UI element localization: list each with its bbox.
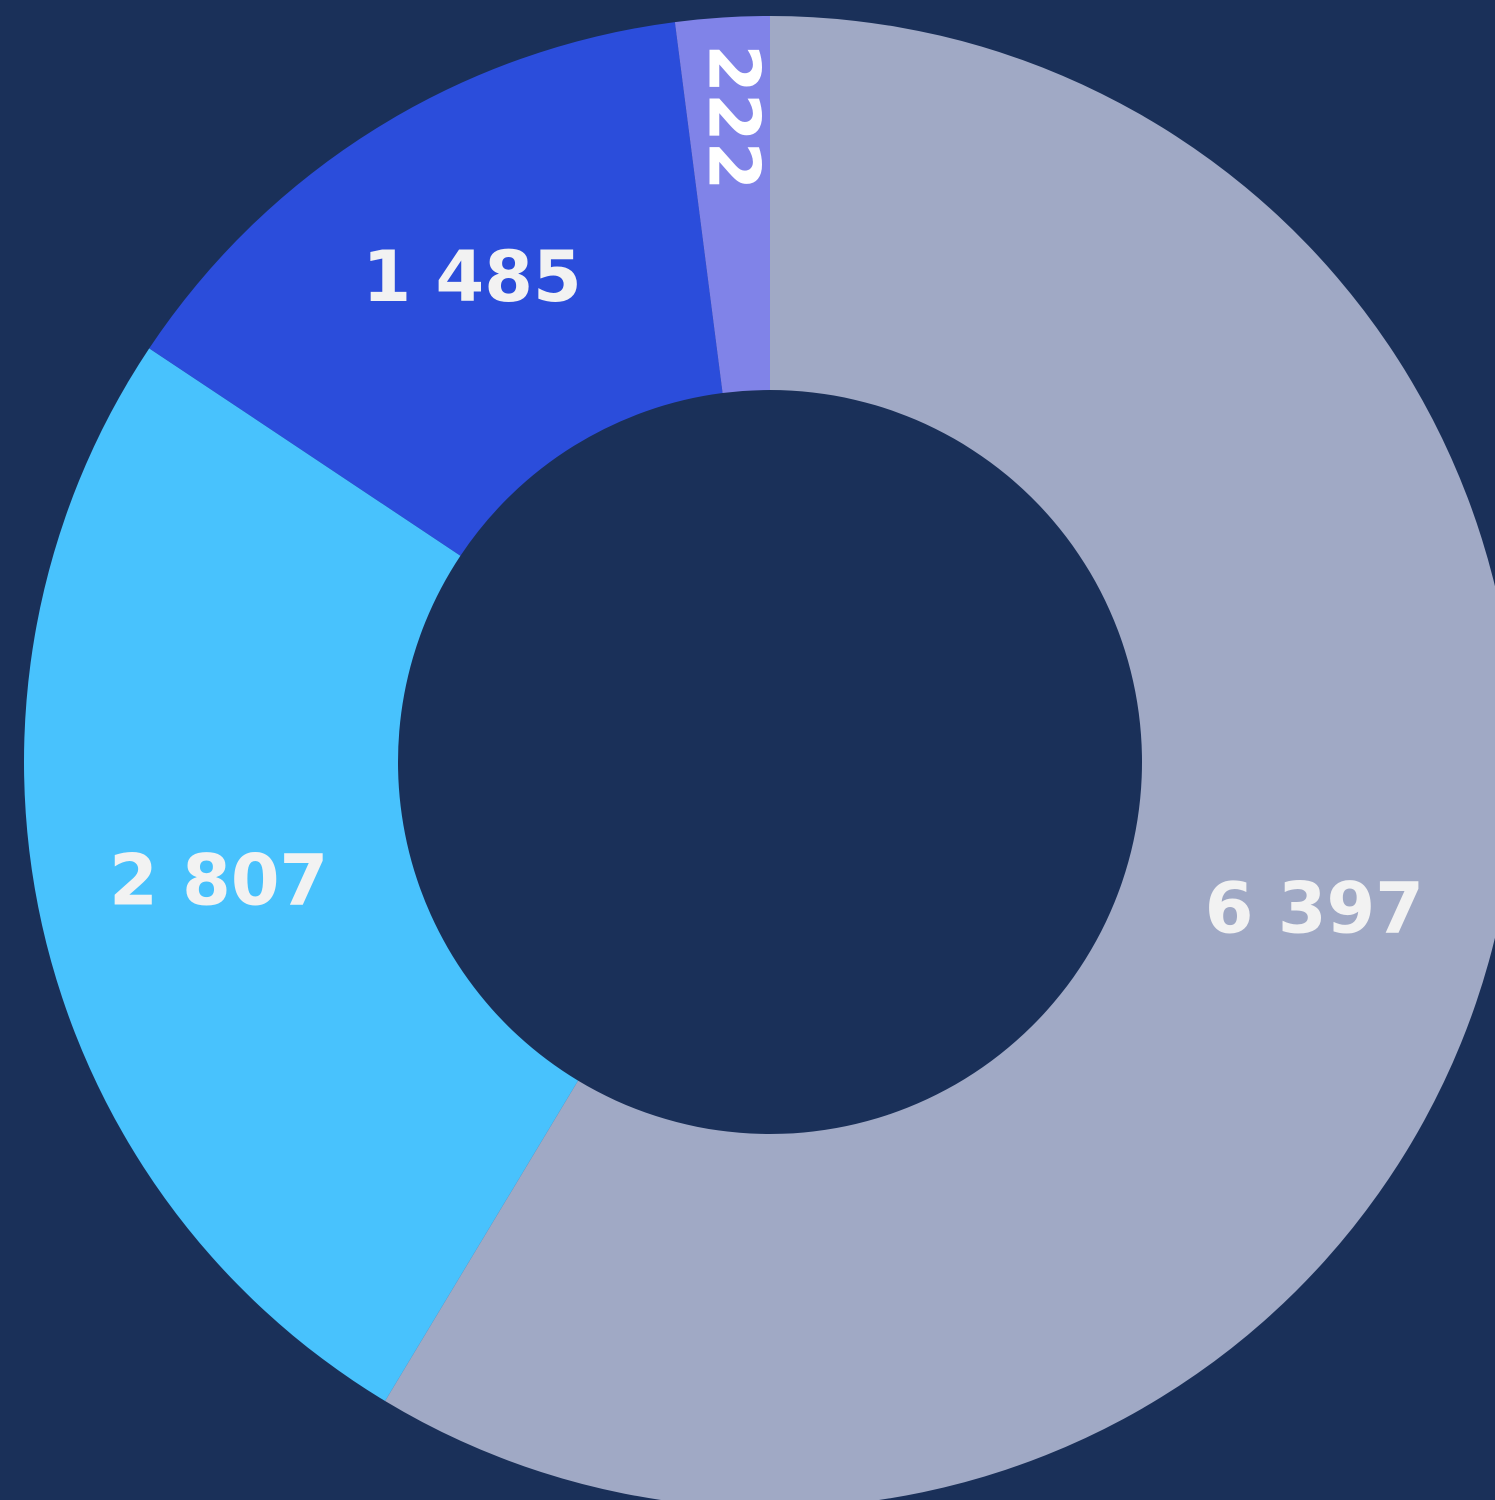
data-label: 6 397: [1205, 867, 1424, 949]
donut-slice: [23, 348, 579, 1402]
donut-slice: [149, 22, 723, 556]
data-label: 2 807: [109, 840, 328, 922]
donut-slice: [385, 16, 1495, 1500]
data-label: 222: [693, 44, 775, 190]
donut-slice: [674, 16, 770, 394]
data-label: 1 485: [362, 236, 581, 318]
